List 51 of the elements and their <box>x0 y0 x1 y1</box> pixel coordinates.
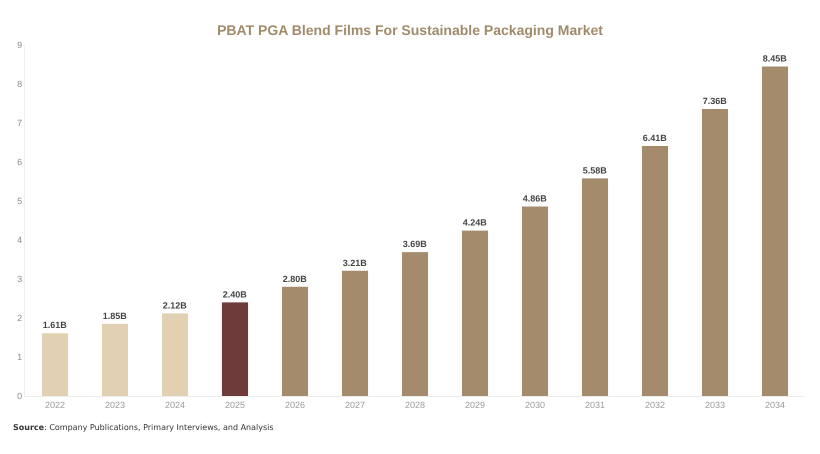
y-tick-label: 2 <box>17 313 22 324</box>
bar <box>402 252 428 396</box>
y-tick-label: 6 <box>17 157 22 168</box>
bar <box>762 66 788 396</box>
data-label: 7.36B <box>702 96 728 106</box>
chart-title: PBAT PGA Blend Films For Sustainable Packaging Market <box>217 22 604 38</box>
x-tick-label: 2025 <box>224 400 246 410</box>
y-tick-label: 4 <box>17 235 22 246</box>
y-tick-label: 9 <box>17 40 22 50</box>
data-label: 1.85B <box>102 310 128 321</box>
data-label: 6.41B <box>642 133 668 144</box>
x-tick-label: 2026 <box>284 400 306 410</box>
bar <box>642 146 668 396</box>
bar <box>42 333 68 396</box>
y-tick-label: 7 <box>17 118 22 128</box>
data-label: 1.61B <box>42 320 68 330</box>
data-label: 8.45B <box>762 53 788 64</box>
data-label: 3.69B <box>402 239 428 250</box>
data-label: 3.21B <box>342 258 368 268</box>
x-tick-label: 2031 <box>584 400 606 410</box>
bar <box>582 178 608 396</box>
bar <box>162 313 188 396</box>
y-tick-label: 1 <box>17 352 22 362</box>
source-note: Source: Company Publications, Primary Interviews, and Analysis <box>13 423 274 432</box>
x-tick-label: 2030 <box>524 400 546 410</box>
x-tick-label: 2022 <box>44 400 66 410</box>
x-tick-label: 2034 <box>764 400 786 410</box>
bar <box>282 286 308 396</box>
bar <box>702 108 728 396</box>
bar <box>222 302 248 396</box>
data-label: 2.12B <box>162 300 188 310</box>
bar <box>462 230 488 396</box>
y-tick-label: 5 <box>17 196 22 206</box>
x-tick-label: 2024 <box>164 400 186 410</box>
bar <box>522 206 548 396</box>
x-tick-label: 2033 <box>704 400 726 410</box>
y-tick-label: 0 <box>17 391 22 402</box>
data-label: 2.40B <box>222 289 248 300</box>
x-tick-label: 2023 <box>104 400 126 410</box>
bar <box>342 270 368 396</box>
x-tick-label: 2027 <box>344 400 366 410</box>
y-tick-label: 3 <box>17 274 22 284</box>
data-label: 2.80B <box>282 274 308 284</box>
y-tick-label: 8 <box>17 79 22 90</box>
x-tick-label: 2029 <box>464 400 486 410</box>
data-label: 4.24B <box>462 218 488 228</box>
x-tick-label: 2028 <box>404 400 426 410</box>
data-label: 5.58B <box>582 165 608 176</box>
bar <box>102 324 128 396</box>
data-label: 4.86B <box>522 193 548 204</box>
x-tick-label: 2032 <box>644 400 666 410</box>
